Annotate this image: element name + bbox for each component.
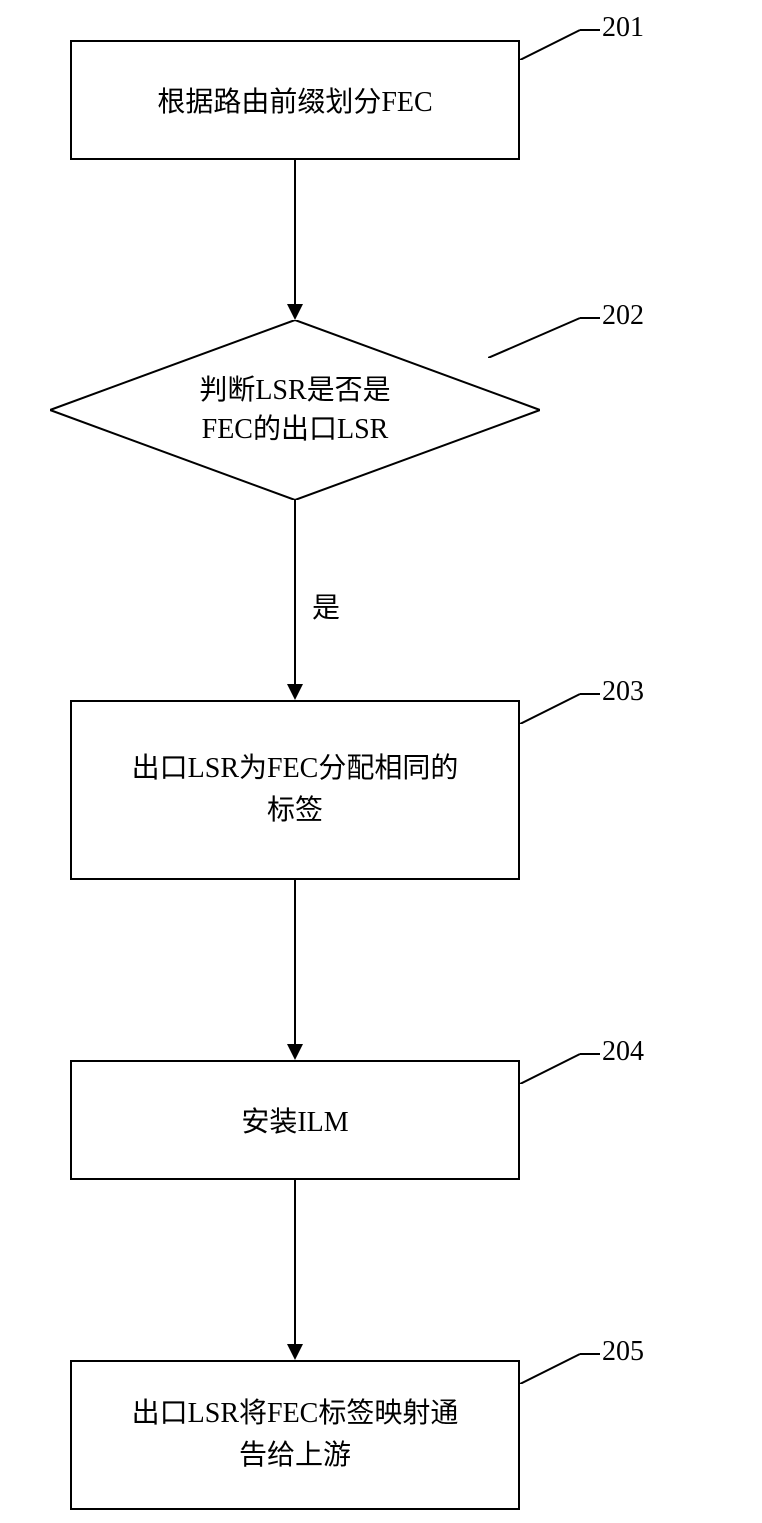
node-text-line2: 标签: [132, 790, 459, 832]
callout-label-204: 204: [602, 1036, 644, 1068]
edge-203-204: [285, 880, 305, 1060]
edge-204-205: [285, 1180, 305, 1360]
flowchart-node-205: 出口LSR将FEC标签映射通 告给上游: [70, 1360, 520, 1510]
callout-label-205: 205: [602, 1336, 644, 1368]
flowchart-node-203: 出口LSR为FEC分配相同的 标签: [70, 700, 520, 880]
edge-label-yes: 是: [312, 586, 340, 626]
callout-205: [520, 1344, 600, 1384]
node-text-line1: 出口LSR将FEC标签映射通: [132, 1393, 459, 1435]
node-text-line1: 判断LSR是否是: [199, 371, 390, 410]
callout-label-203: 203: [602, 676, 644, 708]
flowchart-node-202: 判断LSR是否是 FEC的出口LSR: [50, 320, 540, 500]
node-text-wrapper: 判断LSR是否是 FEC的出口LSR: [199, 371, 390, 449]
callout-label-201: 201: [602, 12, 644, 44]
node-text-wrapper: 出口LSR为FEC分配相同的 标签: [132, 748, 459, 832]
flowchart-node-201: 根据路由前缀划分FEC: [70, 40, 520, 160]
edge-201-202: [285, 160, 305, 320]
node-text: 安装ILM: [241, 1100, 348, 1140]
node-text-line2: FEC的出口LSR: [199, 410, 390, 449]
node-text: 根据路由前缀划分FEC: [157, 80, 432, 120]
callout-203: [520, 684, 600, 724]
callout-204: [520, 1044, 600, 1084]
callout-201: [520, 20, 600, 60]
node-text-line1: 出口LSR为FEC分配相同的: [132, 748, 459, 790]
edge-202-203: [285, 500, 305, 700]
node-text-wrapper: 出口LSR将FEC标签映射通 告给上游: [132, 1393, 459, 1477]
flowchart-node-204: 安装ILM: [70, 1060, 520, 1180]
callout-202: [488, 308, 600, 358]
node-text-line2: 告给上游: [132, 1435, 459, 1477]
callout-label-202: 202: [602, 300, 644, 332]
